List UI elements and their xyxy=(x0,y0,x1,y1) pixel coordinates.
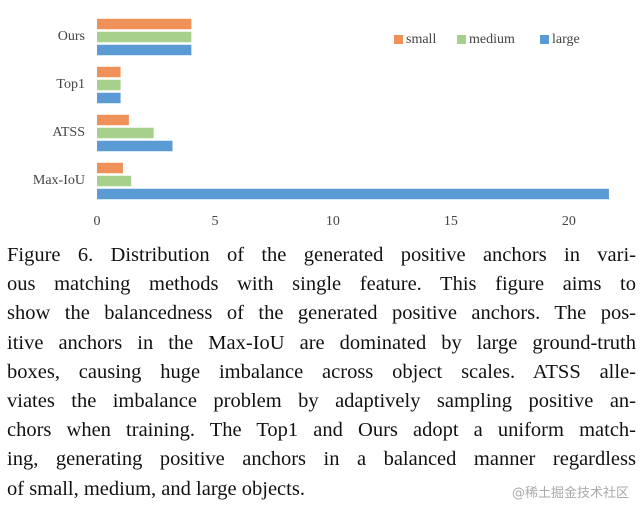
legend-label: large xyxy=(552,32,580,47)
caption-line: ous matching methods with single feature… xyxy=(7,273,636,296)
caption-line: itive anchors in the Max-IoU are dominat… xyxy=(7,331,636,354)
x-tick-label: 5 xyxy=(211,214,218,229)
legend-label: small xyxy=(406,32,436,47)
caption: Figure 6. Distribution of the generated … xyxy=(7,241,636,504)
chart: 0 5 10 15 20 Ours Top1 ATSS Max-IoU small medium la… xyxy=(33,18,609,229)
bar xyxy=(97,44,192,56)
legend-swatch xyxy=(394,35,403,44)
legend-label: medium xyxy=(469,32,515,47)
bar xyxy=(97,66,121,78)
bar xyxy=(97,175,132,187)
caption-line: Figure 6. Distribution of the generated … xyxy=(7,244,636,266)
bar xyxy=(97,18,192,30)
x-tick-label: 15 xyxy=(444,214,458,229)
bar xyxy=(97,188,609,200)
bar xyxy=(97,162,123,174)
legend-swatch xyxy=(457,35,466,44)
x-tick-label: 10 xyxy=(326,214,340,229)
bar xyxy=(97,92,121,104)
caption-line: chors when training. The Top1 and Ours a… xyxy=(7,419,636,442)
caption-line: ing, generating positive anchors in a ba… xyxy=(7,448,636,471)
bar xyxy=(97,114,129,126)
y-tick-label: Top1 xyxy=(56,77,85,92)
bar xyxy=(97,127,154,139)
watermark: @稀土掘金技术社区 xyxy=(511,486,629,501)
legend-swatch xyxy=(540,35,549,44)
caption-line: boxes, causing huge imbalance across obj… xyxy=(7,360,636,383)
bar xyxy=(97,79,121,91)
caption-line: of small, medium, and large objects. xyxy=(7,477,305,500)
bar xyxy=(97,31,192,43)
y-tick-label: Ours xyxy=(58,29,85,44)
x-tick-label: 0 xyxy=(94,214,101,229)
y-tick-label: ATSS xyxy=(52,125,85,140)
x-tick-label: 20 xyxy=(562,214,576,229)
caption-line: viates the imbalance problem by adaptive… xyxy=(7,390,636,413)
y-tick-label: Max-IoU xyxy=(33,173,85,188)
bar xyxy=(97,140,173,152)
caption-line: show the balancedness of the generated p… xyxy=(7,302,636,325)
